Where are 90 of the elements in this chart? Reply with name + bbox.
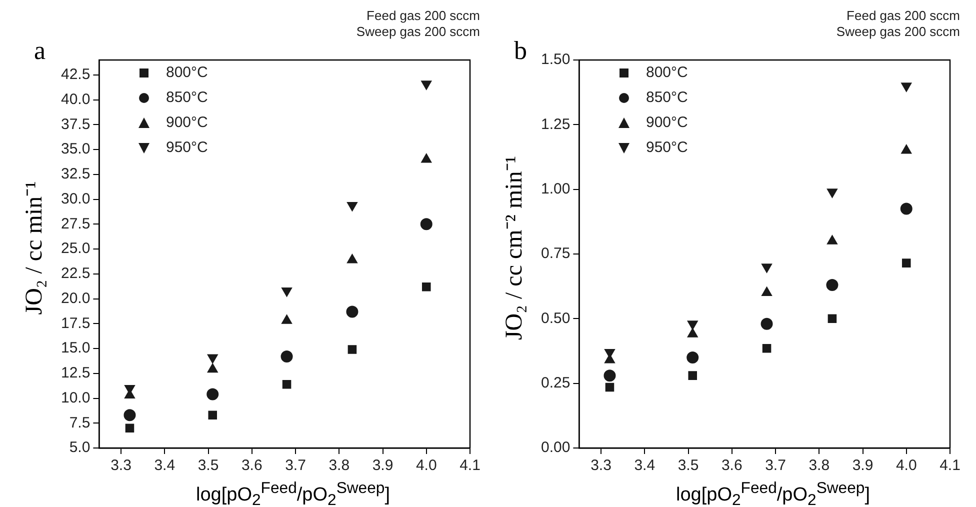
x-tick-label: 4.1 — [940, 457, 960, 474]
point — [762, 286, 772, 296]
x-tick-label: 3.8 — [808, 457, 830, 474]
y-tick-label: 10.0 — [60, 389, 90, 406]
y-tick-label: 35.0 — [60, 140, 90, 158]
point — [280, 350, 293, 362]
x-tick-label: 3.5 — [678, 457, 699, 474]
point — [687, 320, 698, 330]
x-tick-label: 3.7 — [285, 457, 306, 474]
y-tick-label: 20.0 — [60, 290, 90, 307]
legend-label: 950°C — [166, 139, 208, 156]
x-tick-label: 3.5 — [198, 457, 219, 474]
point — [901, 82, 912, 92]
y-tick-label: 1.25 — [540, 116, 570, 133]
x-axis-title: log[pO$_{2}$$^{Feed}$/pO$_{2}$$^{Sweep}$] — [675, 480, 871, 507]
point — [826, 188, 838, 198]
point — [124, 409, 136, 422]
point — [422, 282, 431, 292]
x-tick-label: 3.8 — [328, 457, 350, 474]
legend-label: 900°C — [166, 114, 208, 131]
y-tick-label: 0.25 — [540, 374, 570, 392]
point — [125, 424, 134, 432]
point — [348, 345, 357, 354]
y-tick-label: 1.00 — [540, 180, 570, 198]
legend-label: 900°C — [646, 114, 688, 131]
legend-label: 850°C — [646, 89, 688, 106]
x-tick-label: 3.3 — [590, 457, 612, 474]
y-tick-label: 17.5 — [60, 314, 90, 332]
y-tick-label: 15.0 — [60, 340, 90, 357]
y-tick-label: 0.50 — [540, 310, 570, 327]
text: Sweep gas 200 sccm — [356, 24, 480, 40]
point — [686, 351, 699, 364]
point — [902, 258, 911, 268]
point — [900, 202, 912, 215]
y-axis-title: JO₂ / cc min⁻¹ — [20, 181, 48, 315]
y-tick-label: 30.0 — [60, 190, 90, 208]
point — [346, 306, 358, 318]
y-tick-label: 40.0 — [60, 90, 90, 108]
y-tick-label: 27.5 — [60, 215, 90, 232]
chart-title: b — [514, 36, 527, 66]
point — [282, 380, 292, 389]
x-tick-label: 4.1 — [460, 457, 480, 474]
point — [828, 314, 837, 324]
legend-label: 850°C — [166, 89, 208, 106]
x-tick-label: 3.4 — [634, 457, 656, 474]
x-tick-label: 3.4 — [154, 457, 176, 474]
chart-title: a — [34, 36, 46, 66]
legend-label: 800°C — [166, 64, 208, 81]
y-tick-label: 32.5 — [60, 166, 90, 183]
point — [605, 382, 614, 392]
point — [208, 410, 218, 420]
x-tick-label: 3.3 — [110, 457, 132, 474]
legend-label: 950°C — [646, 139, 688, 156]
y-tick-label: 25.0 — [60, 240, 90, 258]
point — [760, 318, 773, 330]
point — [687, 328, 698, 338]
y-tick-label: 42.5 — [60, 66, 90, 84]
x-tick-label: 3.6 — [241, 457, 262, 474]
x-tick-label: 3.9 — [852, 457, 874, 474]
text: Sweep gas 200 sccm — [836, 24, 960, 40]
y-tick-label: 12.5 — [60, 364, 90, 382]
y-tick-label: 7.5 — [69, 414, 90, 432]
point — [421, 80, 432, 90]
point — [346, 202, 358, 212]
y-tick-label: 5.0 — [69, 439, 90, 456]
y-tick-label: 0.00 — [540, 439, 570, 456]
text: Feed gas 200 sccm — [366, 8, 480, 24]
point — [282, 288, 292, 297]
point — [207, 363, 218, 373]
point — [206, 388, 219, 400]
point — [762, 344, 772, 353]
point — [762, 264, 772, 273]
y-tick-label: 22.5 — [60, 265, 90, 282]
legend-label: 800°C — [646, 64, 688, 81]
point — [826, 279, 838, 292]
y-tick-label: 37.5 — [60, 116, 90, 133]
x-tick-label: 3.9 — [372, 457, 394, 474]
text: Feed gas 200 sccm — [846, 8, 960, 24]
x-tick-label: 3.7 — [765, 457, 786, 474]
x-tick-label: 3.6 — [721, 457, 742, 474]
x-axis-title: log[pO$_{2}$$^{Feed}$/pO$_{2}$$^{Sweep}$] — [195, 480, 391, 507]
x-tick-label: 4.0 — [416, 457, 437, 474]
y-tick-label: 1.50 — [540, 51, 570, 68]
point — [604, 370, 616, 382]
x-tick-label: 4.0 — [896, 457, 917, 474]
point — [420, 218, 432, 230]
point — [207, 354, 218, 364]
y-axis-title: JO₂ / cc cm⁻² min⁻¹ — [500, 156, 528, 340]
point — [688, 371, 698, 380]
y-tick-label: 0.75 — [540, 245, 570, 262]
